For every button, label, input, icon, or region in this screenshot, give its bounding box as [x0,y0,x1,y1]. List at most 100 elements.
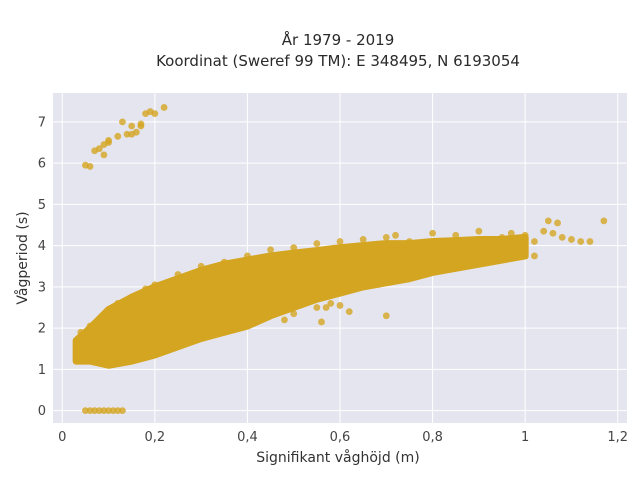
data-point [151,281,159,289]
data-point [253,308,261,316]
data-point [521,231,529,239]
data-point [220,320,228,328]
data-point [197,262,205,270]
data-point [137,120,145,128]
x-axis-label: Signifikant våghöjd (m) [256,449,419,466]
data-point [119,118,126,126]
data-point [531,238,538,245]
data-point [128,293,136,301]
data-point [105,306,112,313]
data-point [290,295,298,303]
data-point [86,357,94,365]
data-point [105,359,112,367]
data-point [95,316,103,324]
data-point [160,104,168,111]
x-tick-label: 0,4 [237,430,258,445]
data-point [267,246,274,254]
data-point [558,233,566,241]
data-point [132,128,140,136]
data-point [484,258,492,266]
data-point [313,304,321,311]
data-point [382,233,390,241]
y-axis-ticks: 0 1 2 3 4 5 6 7 [38,115,46,419]
x-tick-label: 0,2 [144,430,165,445]
chart-subtitle: Koordinat (Sweref 99 TM): E 348495, N 61… [156,52,520,70]
data-point [151,341,159,349]
data-point [95,351,103,359]
chart-title: År 1979 - 2019 [282,30,395,49]
y-tick-label: 4 [38,239,46,254]
data-point [577,238,585,245]
y-tick-label: 6 [38,157,46,172]
data-point [86,322,94,330]
data-point [475,227,483,235]
data-point [336,302,344,309]
data-point [77,349,85,357]
data-point [322,304,330,311]
data-point [336,238,344,245]
y-tick-label: 7 [38,115,46,130]
x-tick-label: 1,2 [607,430,628,445]
y-tick-label: 5 [38,198,46,213]
data-point [406,238,413,245]
data-point [382,312,390,320]
x-tick-label: 0 [58,430,66,445]
data-point [128,345,136,353]
data-point [521,244,529,252]
data-point [77,328,85,336]
data-point [540,227,548,235]
data-point [507,229,515,237]
data-point [281,316,288,324]
data-point [128,122,136,130]
data-point [327,299,335,307]
data-point [119,407,126,415]
data-point [114,132,122,140]
data-point [382,271,390,278]
data-point [95,145,103,153]
data-point [392,231,399,239]
data-point [359,279,367,287]
data-point [475,254,483,262]
data-point [586,238,594,245]
data-point [313,291,321,299]
data-point [151,110,159,118]
data-point [91,337,99,344]
data-point [290,244,298,252]
data-point [452,231,460,239]
data-point [244,252,251,260]
data-point [544,217,552,225]
data-point [568,236,575,243]
data-point [220,258,228,266]
data-point [174,332,182,340]
data-point [313,240,321,247]
y-tick-label: 3 [38,280,46,295]
data-point [174,271,182,278]
data-point [531,252,538,260]
y-tick-label: 0 [38,404,46,419]
data-point [100,151,108,159]
data-point [438,260,446,268]
x-tick-label: 1 [521,430,529,445]
data-point [554,219,561,227]
data-point [72,345,80,353]
data-point [234,316,242,324]
y-axis-label: Vågperiod (s) [14,211,31,304]
y-tick-label: 1 [38,363,46,378]
data-point [318,318,325,326]
data-point [419,266,427,274]
data-point [498,244,506,252]
data-point [86,163,94,170]
data-point [290,310,298,318]
x-axis-ticks: 0 0,2 0,4 0,6 0,8 1 1,2 [58,430,628,445]
data-point [142,285,149,293]
data-point [197,326,205,334]
data-point [456,262,464,270]
data-points [72,104,608,415]
data-point [267,302,274,309]
data-point [359,236,367,243]
data-point [345,308,353,316]
x-tick-label: 0,6 [330,430,351,445]
data-point [82,341,89,349]
data-point [114,299,122,307]
x-tick-label: 0,8 [422,430,443,445]
